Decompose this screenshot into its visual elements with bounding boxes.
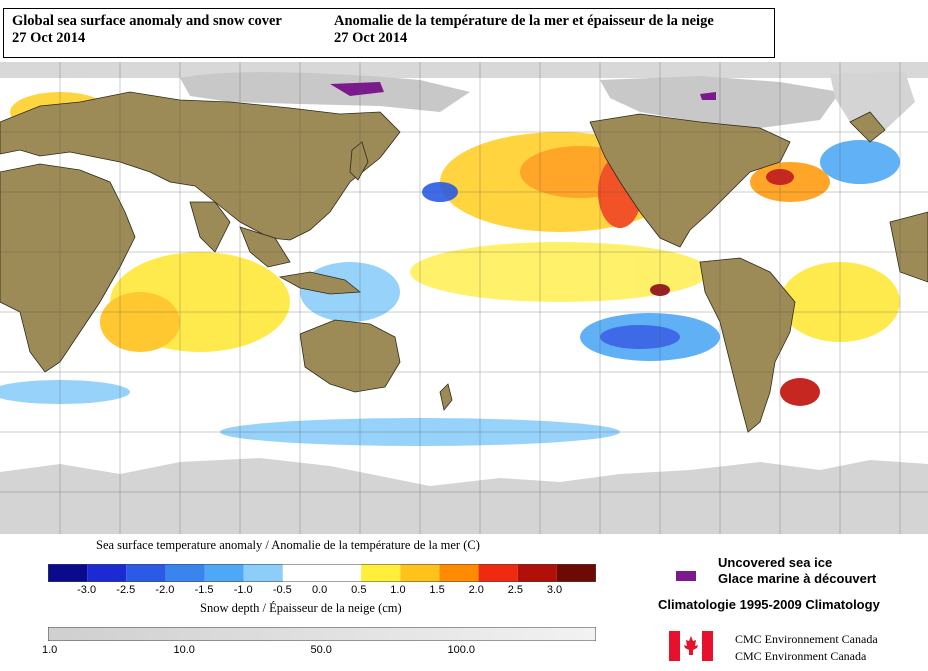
sea-ice-label-fr: Glace marine à découvert <box>718 571 877 586</box>
sea-ice-label-en: Uncovered sea ice <box>718 555 833 570</box>
sst-tick-label: -3.0 <box>77 584 97 596</box>
sst-color-swatch <box>517 564 557 582</box>
sst-tick-label: 3.0 <box>546 584 563 596</box>
canada-flag-icon <box>669 631 713 661</box>
sea-ice-swatch <box>676 571 696 581</box>
sst-color-swatch <box>243 564 283 582</box>
africa <box>0 163 136 373</box>
header: Global sea surface anomaly and snow cove… <box>0 0 928 62</box>
snow-tick-label: 50.0 <box>310 644 332 656</box>
sst-color-swatch <box>556 564 596 582</box>
sst-anomaly-map <box>0 62 928 534</box>
climatology-label: Climatologie 1995-2009 Climatology <box>658 597 880 612</box>
sst-tick-label: -2.5 <box>116 584 136 596</box>
sst-tick-label: -1.5 <box>194 584 214 596</box>
sst-color-swatch <box>87 564 127 582</box>
sst-tick-label: 0.5 <box>351 584 367 596</box>
japan <box>349 141 369 181</box>
title-box: Global sea surface anomaly and snow cove… <box>3 8 775 58</box>
sst-tick-label: -1.0 <box>233 584 253 596</box>
antarctica <box>0 458 928 534</box>
uncovered-sea-ice <box>330 82 384 96</box>
snow-tick-label: 1.0 <box>42 644 58 656</box>
snow-color-bar <box>48 627 596 641</box>
sst-tick-label: -0.5 <box>272 584 292 596</box>
title-en-text: Global sea surface anomaly and snow cove… <box>12 13 282 29</box>
graticule <box>0 62 928 534</box>
date-en-text: 27 Oct 2014 <box>12 30 86 46</box>
australia <box>299 319 401 393</box>
date-fr-text: 27 Oct 2014 <box>334 30 408 46</box>
snow-legend-title: Snow depth / Épaisseur de la neige (cm) <box>200 601 402 615</box>
sst-color-swatch <box>439 564 479 582</box>
india <box>189 201 231 253</box>
title-english: Global sea surface anomaly and snow cove… <box>12 13 282 47</box>
sst-tick-label: 0.0 <box>312 584 328 596</box>
sst-color-swatch <box>322 564 362 582</box>
sst-tick-label: 2.0 <box>468 584 484 596</box>
new-zealand <box>439 383 453 411</box>
sst-legend-title: Sea surface temperature anomaly / Anomal… <box>96 538 480 552</box>
tropical-pacific-warm <box>410 242 710 302</box>
legend-panel: Sea surface temperature anomaly / Anomal… <box>0 534 928 671</box>
arctic-ice <box>0 62 928 78</box>
greenland <box>849 111 886 143</box>
snow-tick-label: 100.0 <box>447 644 476 656</box>
sst-color-bar <box>48 564 596 582</box>
credit-line-2: CMC Environment Canada <box>735 649 867 663</box>
sst-color-swatch <box>204 564 244 582</box>
sst-color-swatch <box>48 564 88 582</box>
sst-color-swatch <box>165 564 205 582</box>
sst-color-swatch <box>361 564 401 582</box>
sst-tick-label: 2.5 <box>507 584 523 596</box>
sst-tick-label: 1.5 <box>429 584 445 596</box>
sst-color-swatch <box>478 564 518 582</box>
west-africa-edge <box>889 211 928 283</box>
sst-color-swatch <box>282 564 322 582</box>
arctic-snow <box>180 72 470 112</box>
south-atlantic-warm <box>780 378 820 406</box>
title-fr-text: Anomalie de la température de la mer et … <box>334 13 714 29</box>
title-french: Anomalie de la température de la mer et … <box>334 13 714 47</box>
credit-line-1: CMC Environnement Canada <box>735 632 878 646</box>
south-america <box>699 257 796 433</box>
snow-tick-label: 10.0 <box>173 644 195 656</box>
greenland-ice <box>830 72 915 130</box>
sst-color-swatch <box>126 564 166 582</box>
sst-color-swatch <box>400 564 440 582</box>
sst-tick-label: -2.0 <box>155 584 175 596</box>
southeast-asia <box>239 226 291 268</box>
sst-tick-label: 1.0 <box>390 584 406 596</box>
